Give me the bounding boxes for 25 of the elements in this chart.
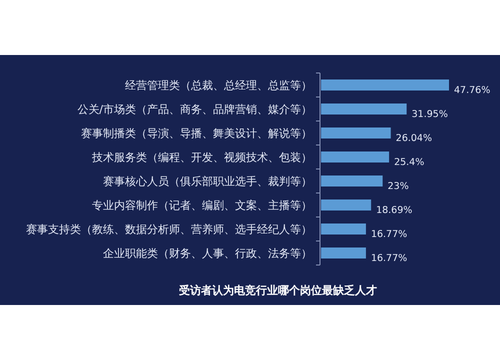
y-tick-label: 赛事制播类（导演、导播、舞美设计、解说等） [81, 127, 312, 140]
y-tick-label: 赛事核心人员（俱乐部职业选手、裁判等） [103, 175, 312, 188]
data-label: 23% [388, 181, 409, 192]
y-tick-label: 企业职能类（财务、人事、行政、法务等） [103, 247, 312, 260]
text: 受访者认为电竞行业哪个岗位最缺乏人才 [178, 284, 377, 297]
data-label: 25.4% [394, 157, 424, 168]
y-tick-label: 经营管理类（总裁、总经理、总监等） [125, 79, 312, 92]
y-tick-label: 公关/市场类（产品、商务、品牌营销、媒介等） [77, 103, 312, 116]
bar [321, 128, 391, 138]
bar [321, 152, 390, 162]
data-label: 16.77% [370, 229, 408, 240]
bar [321, 176, 383, 186]
data-label: 31.95% [412, 109, 448, 120]
bar [321, 200, 372, 210]
bar [321, 248, 366, 258]
bar [321, 80, 449, 90]
y-tick-label: 赛事支持类（教练、数据分析师、营养师、选手经纪人等） [26, 223, 312, 236]
y-tick-label: 专业内容制作（记者、编剧、文案、主播等） [92, 199, 312, 212]
data-label: 16.77% [370, 253, 408, 264]
data-label: 18.69% [376, 205, 412, 216]
data-label: 26.04% [396, 133, 432, 144]
y-tick-label: 技术服务类（编程、开发、视频技术、包装） [91, 151, 312, 164]
bar [321, 104, 407, 114]
data-label: 47.76% [454, 85, 490, 96]
bar [321, 224, 366, 234]
